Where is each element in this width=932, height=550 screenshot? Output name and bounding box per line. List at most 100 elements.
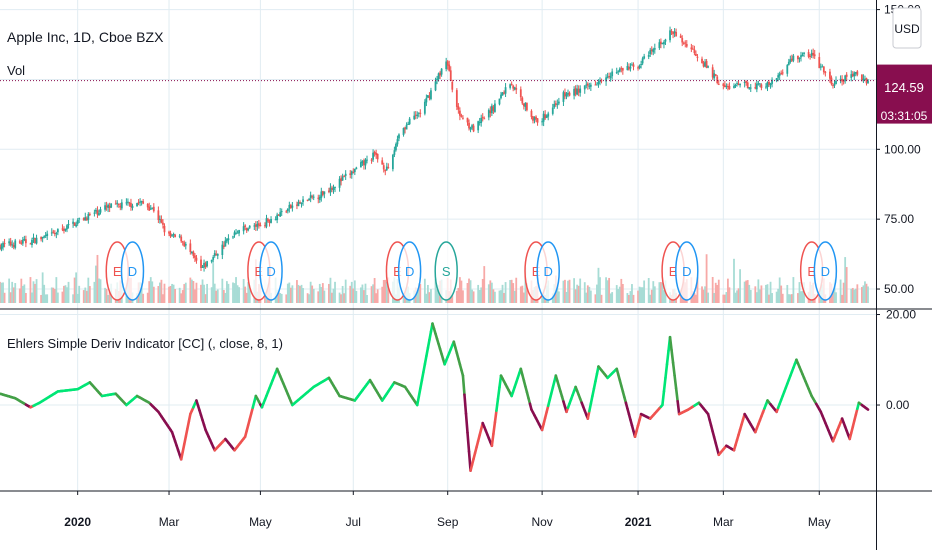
- candle-body: [407, 123, 410, 125]
- deriv-segment: [417, 387, 422, 399]
- indicator-title[interactable]: Ehlers Simple Deriv Indicator [CC] (, cl…: [7, 336, 283, 351]
- volume-bar: [723, 294, 726, 303]
- volume-label[interactable]: Vol: [7, 63, 25, 78]
- candle-body: [800, 55, 802, 58]
- candle-body: [478, 122, 481, 124]
- volume-bar: [632, 294, 635, 303]
- volume-bar: [792, 277, 795, 303]
- candle-body: [853, 72, 856, 77]
- candle-body: [119, 205, 122, 208]
- volume-bar: [157, 286, 160, 303]
- volume-bar: [321, 283, 324, 303]
- candle-body: [158, 218, 161, 220]
- candle-body: [682, 42, 685, 44]
- candle-body: [276, 214, 279, 221]
- event-marker-d[interactable]: D: [813, 241, 838, 301]
- volume-bar: [146, 292, 149, 303]
- volume-bar: [181, 290, 184, 303]
- deriv-axis[interactable]: 0.00 20.00: [876, 308, 916, 413]
- volume-bar: [778, 277, 781, 303]
- candle-body: [609, 76, 612, 78]
- candle-body: [797, 55, 799, 60]
- candle-body: [650, 49, 653, 52]
- volume-bar: [107, 294, 110, 303]
- volume-bar: [713, 292, 716, 303]
- candle-body: [606, 76, 609, 78]
- volume-bar: [311, 285, 314, 303]
- candle-body: [98, 213, 100, 216]
- deriv-segment: [496, 386, 501, 401]
- candle-body: [850, 74, 853, 78]
- volume-bar: [861, 287, 863, 303]
- volume-bar: [701, 286, 703, 303]
- volume-bar: [716, 284, 719, 303]
- event-marker-d[interactable]: D: [259, 241, 283, 301]
- candle-body: [643, 56, 646, 59]
- volume-bar: [564, 279, 566, 303]
- candle-body: [588, 85, 591, 87]
- candle-body: [253, 225, 256, 227]
- event-marker-d[interactable]: D: [120, 241, 145, 301]
- volume-bar: [296, 280, 298, 303]
- event-marker-s[interactable]: S: [434, 241, 458, 301]
- candle-body: [254, 224, 257, 227]
- volume-bar: [142, 293, 145, 303]
- candle-body: [530, 110, 533, 117]
- symbol-title[interactable]: Apple Inc, 1D, Cboe BZX: [7, 29, 164, 45]
- volume-bar: [24, 293, 27, 303]
- volume-bar: [760, 285, 763, 303]
- volume-bar: [195, 282, 198, 303]
- candle-body: [736, 83, 738, 85]
- event-marker-d[interactable]: D: [397, 241, 422, 301]
- candle-body: [856, 71, 859, 75]
- time-axis[interactable]: 2020 Mar May Jul Sep Nov 2021 Mar May: [64, 491, 831, 529]
- candle-body: [364, 159, 367, 166]
- candle-body: [483, 118, 486, 120]
- event-marker-circle: [397, 241, 422, 301]
- volume-bar: [99, 279, 102, 303]
- candle-body: [72, 221, 74, 224]
- volume-bar: [755, 292, 758, 303]
- time-tick-label: Mar: [713, 515, 734, 529]
- volume-bar: [606, 280, 609, 303]
- candle-body: [769, 83, 772, 86]
- candle-body: [396, 139, 399, 145]
- volume-bar: [149, 277, 152, 303]
- candle-body: [169, 233, 172, 237]
- candle-body: [525, 102, 528, 111]
- volume-bar: [78, 285, 81, 303]
- volume-bar: [341, 285, 344, 303]
- candle-body: [691, 48, 694, 50]
- candle-body: [417, 112, 420, 114]
- volume-bar: [862, 285, 865, 303]
- volume-bar: [487, 284, 490, 303]
- volume-bar: [169, 286, 172, 303]
- candle-body: [576, 88, 579, 95]
- volume-bar: [618, 286, 621, 303]
- volume-bar: [504, 282, 507, 303]
- time-tick-label: Sep: [437, 515, 459, 529]
- candle-body: [462, 117, 464, 119]
- candle-body: [679, 35, 682, 38]
- candle-body: [331, 188, 333, 190]
- candle-body: [626, 65, 629, 71]
- volume-bar: [308, 294, 311, 303]
- candle-body: [382, 165, 385, 170]
- candle-body: [76, 219, 79, 225]
- event-marker-d[interactable]: D: [675, 241, 699, 301]
- volume-bar: [34, 283, 36, 303]
- currency-button[interactable]: USD: [892, 7, 922, 49]
- volume-bar: [194, 289, 196, 303]
- candle-body: [594, 84, 597, 86]
- volume-bar: [52, 287, 55, 303]
- candle-body: [9, 241, 12, 246]
- volume-bar: [355, 290, 358, 303]
- candle-body: [146, 203, 149, 208]
- volume-bar: [286, 283, 289, 303]
- event-marker-d[interactable]: D: [536, 241, 560, 301]
- candle-body: [320, 191, 323, 198]
- candle-body: [640, 63, 643, 65]
- candle-body: [547, 113, 550, 117]
- volume-bar: [46, 294, 49, 303]
